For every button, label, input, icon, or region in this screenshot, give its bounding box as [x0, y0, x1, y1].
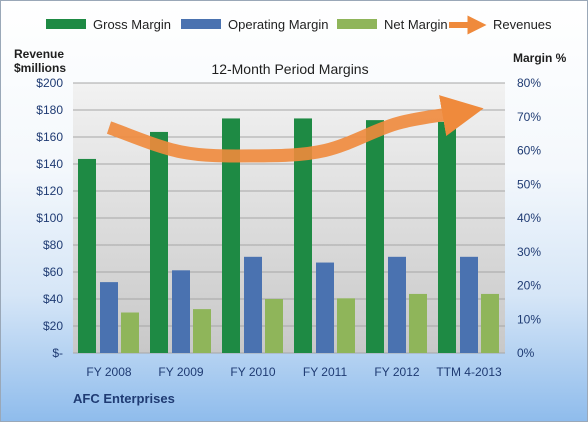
legend-label-revenues: Revenues — [493, 17, 552, 32]
left-tick-label: $180 — [36, 103, 63, 117]
right-tick-label: 60% — [517, 144, 541, 158]
category-labels: FY 2008 FY 2009 FY 2010 FY 2011 FY 2012 TTM 4… — [86, 365, 502, 379]
legend-swatch-operating-margin — [181, 19, 221, 29]
bars — [78, 118, 499, 353]
right-tick-label: 0% — [517, 346, 535, 360]
left-tick-label: $140 — [36, 157, 63, 171]
bar-net-margin — [409, 293, 427, 353]
bar-net-margin — [481, 293, 499, 353]
left-tick-label: $160 — [36, 130, 63, 144]
legend-label-net-margin: Net Margin — [384, 17, 448, 32]
bar-operating-margin — [172, 270, 190, 353]
category-label: FY 2012 — [374, 365, 419, 379]
left-tick-label: $120 — [36, 184, 63, 198]
bar-net-margin — [337, 298, 355, 353]
left-tick-label: $20 — [43, 319, 63, 333]
bar-gross-margin — [150, 131, 168, 353]
bar-gross-margin — [438, 121, 456, 353]
left-tick-label: $- — [52, 346, 63, 360]
left-tick-label: $40 — [43, 292, 63, 306]
bar-net-margin — [193, 309, 211, 353]
category-label: FY 2008 — [86, 365, 131, 379]
bar-gross-margin — [294, 118, 312, 353]
bar-gross-margin — [78, 158, 96, 353]
left-tick-label: $200 — [36, 76, 63, 90]
legend-swatch-gross-margin — [46, 19, 86, 29]
bar-operating-margin — [100, 282, 118, 353]
revenue-line — [106, 95, 484, 163]
right-tick-label: 20% — [517, 279, 541, 293]
bar-gross-margin — [366, 120, 384, 353]
legend: Gross Margin Operating Margin Net Margin… — [46, 15, 552, 35]
category-label: FY 2011 — [303, 365, 348, 379]
chart-title: 12-Month Period Margins — [211, 61, 368, 77]
bar-operating-margin — [244, 256, 262, 353]
legend-swatch-net-margin — [337, 19, 377, 29]
right-tick-label: 50% — [517, 177, 541, 191]
legend-label-gross-margin: Gross Margin — [93, 17, 171, 32]
bar-operating-margin — [316, 262, 334, 353]
right-tick-label: 40% — [517, 211, 541, 225]
category-label: FY 2009 — [158, 365, 203, 379]
category-label: TTM 4-2013 — [436, 365, 502, 379]
bar-net-margin — [265, 299, 283, 353]
company-label: AFC Enterprises — [73, 391, 175, 406]
revenue-line-path — [106, 95, 484, 163]
right-axis-ticks: 0% 10% 20% 30% 40% 50% 60% 70% 80% — [517, 76, 541, 360]
right-tick-label: 70% — [517, 110, 541, 124]
left-tick-label: $60 — [43, 265, 63, 279]
bar-operating-margin — [388, 256, 406, 353]
left-axis-title-line1: Revenue — [14, 47, 64, 61]
left-tick-label: $80 — [43, 238, 63, 252]
legend-label-operating-margin: Operating Margin — [228, 17, 328, 32]
bar-gross-margin — [222, 118, 240, 353]
bar-operating-margin — [460, 256, 478, 353]
bar-net-margin — [121, 312, 139, 353]
right-tick-label: 30% — [517, 245, 541, 259]
right-tick-label: 80% — [517, 76, 541, 90]
category-label: FY 2010 — [230, 365, 275, 379]
right-tick-label: 10% — [517, 312, 541, 326]
right-axis-title: Margin % — [513, 51, 567, 65]
left-axis-title-line2: $millions — [14, 61, 66, 75]
left-tick-label: $100 — [36, 211, 63, 225]
left-axis-ticks: $- $20 $40 $60 $80 $100 $120 $140 $160 $180 $200 — [36, 76, 63, 360]
